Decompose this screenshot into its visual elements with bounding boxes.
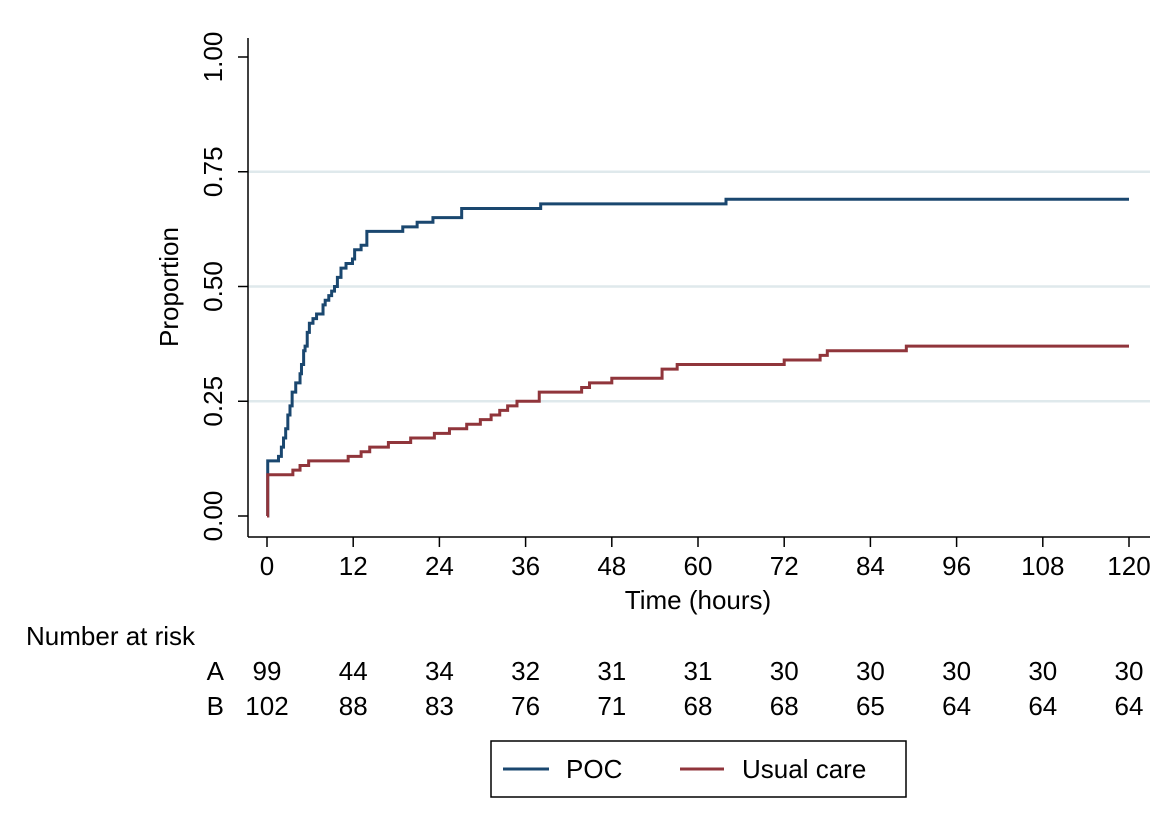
x-tick-label: 108 [1021,551,1064,581]
risk-cell: 99 [253,656,282,686]
x-tick-label: 96 [942,551,971,581]
y-axis-title: Proportion [154,227,184,347]
y-tick-label: 1.00 [198,32,228,83]
risk-row-label: B [207,691,224,721]
x-tick-label: 84 [856,551,885,581]
x-tick-label: 72 [770,551,799,581]
risk-cell: 83 [425,691,454,721]
x-tick-label: 48 [597,551,626,581]
risk-cell: 30 [1115,656,1144,686]
risk-cell: 34 [425,656,454,686]
legend-label: POC [566,754,622,784]
risk-cell: 68 [684,691,713,721]
risk-cell: 64 [942,691,971,721]
x-tick-label: 120 [1107,551,1150,581]
y-tick-label: 0.00 [198,491,228,542]
x-tick-label: 36 [511,551,540,581]
risk-cell: 31 [684,656,713,686]
risk-cell: 68 [770,691,799,721]
x-tick-label: 24 [425,551,454,581]
risk-cell: 30 [942,656,971,686]
legend-label: Usual care [742,754,866,784]
risk-cell: 102 [245,691,288,721]
x-tick-label: 12 [339,551,368,581]
risk-cell: 30 [856,656,885,686]
x-tick-label: 60 [684,551,713,581]
risk-cell: 88 [339,691,368,721]
y-tick-label: 0.50 [198,261,228,312]
series-line-usual-care [266,344,1129,518]
y-tick-label: 0.75 [198,146,228,197]
risk-cell: 30 [770,656,799,686]
risk-cell: 76 [511,691,540,721]
y-tick-label: 0.25 [198,376,228,427]
risk-cell: 64 [1115,691,1144,721]
risk-cell: 30 [1028,656,1057,686]
x-axis-title: Time (hours) [625,585,771,615]
x-tick-label: 0 [260,551,274,581]
series-line-poc [266,197,1129,518]
risk-cell: 71 [597,691,626,721]
risk-cell: 64 [1028,691,1057,721]
risk-cell: 31 [597,656,626,686]
risk-table-title: Number at risk [26,621,196,651]
risk-cell: 44 [339,656,368,686]
risk-cell: 65 [856,691,885,721]
risk-row-label: A [207,656,225,686]
risk-cell: 32 [511,656,540,686]
